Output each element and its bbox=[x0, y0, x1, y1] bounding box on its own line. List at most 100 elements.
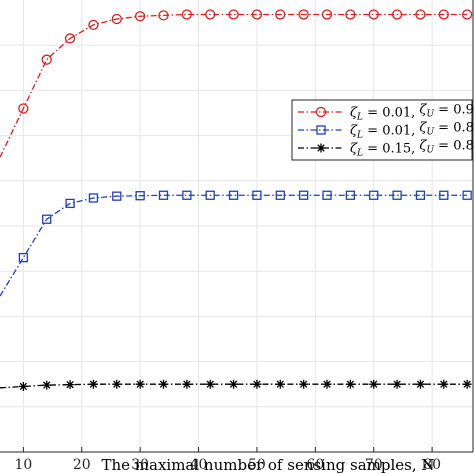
x-tick-label: 70 bbox=[365, 457, 383, 473]
data-point bbox=[41, 54, 52, 65]
legend-subscript: U bbox=[426, 146, 434, 156]
data-point bbox=[439, 379, 449, 389]
legend: ζL = 0.01, ζU = 0.9ζL = 0.01, ζU = 0.8ζL… bbox=[291, 99, 474, 161]
series-line bbox=[0, 13, 468, 158]
data-point bbox=[438, 9, 449, 20]
x-axis-label: The maximal number of sensing samples, N bbox=[101, 456, 434, 474]
legend-subscript: U bbox=[426, 128, 434, 138]
data-point bbox=[64, 33, 76, 44]
data-point bbox=[275, 379, 285, 389]
data-point bbox=[368, 9, 379, 20]
legend-subscript: L bbox=[356, 131, 363, 141]
data-point bbox=[18, 381, 28, 391]
data-point bbox=[462, 190, 472, 200]
grid bbox=[0, 0, 473, 452]
data-point bbox=[321, 9, 333, 20]
data-point bbox=[65, 198, 75, 209]
data-point bbox=[299, 190, 309, 200]
series-2 bbox=[0, 190, 472, 297]
data-point bbox=[415, 379, 425, 389]
x-tick-label: 80 bbox=[423, 457, 441, 473]
legend-label: ζL = 0.01, ζU = 0.9 bbox=[350, 103, 474, 123]
data-point bbox=[345, 9, 356, 20]
data-point bbox=[88, 19, 99, 31]
legend-item: ζL = 0.15, ζU = 0.8 bbox=[298, 139, 474, 159]
data-point bbox=[392, 379, 402, 389]
data-point bbox=[88, 379, 98, 389]
data-point bbox=[275, 9, 286, 20]
legend-text-part: = 0.01, bbox=[363, 106, 419, 121]
data-point bbox=[391, 9, 403, 20]
data-point bbox=[88, 193, 99, 203]
x-tick-labels: 10 20 30 40 50 60 70 80 bbox=[14, 457, 441, 473]
series-layer bbox=[0, 9, 473, 391]
data-point bbox=[345, 379, 355, 389]
data-point bbox=[111, 13, 122, 25]
axes bbox=[0, 0, 474, 453]
data-point bbox=[369, 379, 379, 389]
legend-item: ζL = 0.01, ζU = 0.9 bbox=[298, 103, 474, 123]
data-point bbox=[229, 379, 239, 389]
legend-text-part: = 0.8 bbox=[434, 139, 474, 154]
data-point bbox=[252, 190, 262, 200]
data-point bbox=[135, 379, 145, 389]
data-point bbox=[112, 379, 122, 389]
data-point bbox=[275, 190, 285, 200]
data-point bbox=[228, 9, 239, 20]
data-point bbox=[322, 190, 332, 200]
data-point bbox=[345, 190, 356, 200]
data-point bbox=[251, 9, 263, 20]
data-point bbox=[181, 9, 193, 20]
legend-text-part: ζ bbox=[350, 142, 358, 157]
data-point bbox=[65, 380, 75, 390]
legend-text-part: = 0.01, bbox=[363, 124, 419, 139]
legend-subscript: U bbox=[426, 110, 434, 120]
data-point bbox=[205, 379, 215, 389]
series-3 bbox=[0, 379, 472, 391]
data-point bbox=[369, 190, 379, 200]
data-point bbox=[316, 125, 326, 135]
legend-text-part: ζ bbox=[350, 124, 358, 139]
data-point bbox=[159, 379, 169, 389]
x-tick-label: 60 bbox=[306, 457, 324, 473]
data-point bbox=[299, 379, 309, 389]
legend-text-part: ζ bbox=[419, 103, 427, 118]
data-point bbox=[112, 191, 122, 201]
legend-text-part: ζ bbox=[419, 121, 427, 136]
data-point bbox=[182, 190, 192, 200]
x-tick-label: 20 bbox=[73, 457, 91, 473]
series-line bbox=[0, 194, 468, 297]
series-1 bbox=[0, 9, 473, 158]
legend-text-part: ζ bbox=[350, 106, 358, 121]
data-point bbox=[315, 106, 327, 118]
data-point bbox=[392, 190, 402, 200]
x-tick-label: 50 bbox=[248, 457, 266, 473]
data-point bbox=[322, 379, 332, 389]
legend-subscript: L bbox=[356, 113, 363, 123]
data-point bbox=[228, 190, 239, 200]
legend-text-part: = 0.8 bbox=[434, 121, 474, 136]
x-tick-label: 10 bbox=[14, 457, 32, 473]
legend-text-part: = 0.9 bbox=[434, 103, 474, 118]
legend-subscript: L bbox=[356, 149, 363, 159]
data-point bbox=[42, 380, 52, 390]
legend-item: ζL = 0.01, ζU = 0.8 bbox=[298, 121, 474, 141]
data-point bbox=[182, 379, 192, 389]
data-point bbox=[42, 214, 52, 224]
data-point bbox=[18, 103, 29, 114]
legend-label: ζL = 0.01, ζU = 0.8 bbox=[350, 121, 474, 141]
data-point bbox=[415, 9, 426, 20]
data-point bbox=[205, 9, 216, 20]
data-point bbox=[135, 191, 145, 201]
data-point bbox=[462, 379, 472, 389]
data-point bbox=[134, 11, 146, 22]
data-point bbox=[298, 9, 309, 20]
data-point bbox=[158, 10, 169, 21]
x-tick-label: 30 bbox=[131, 457, 149, 473]
legend-text-part: ζ bbox=[419, 139, 427, 154]
legend-box bbox=[291, 99, 473, 161]
data-point bbox=[439, 190, 449, 200]
data-point bbox=[415, 190, 426, 200]
data-point bbox=[158, 190, 169, 200]
